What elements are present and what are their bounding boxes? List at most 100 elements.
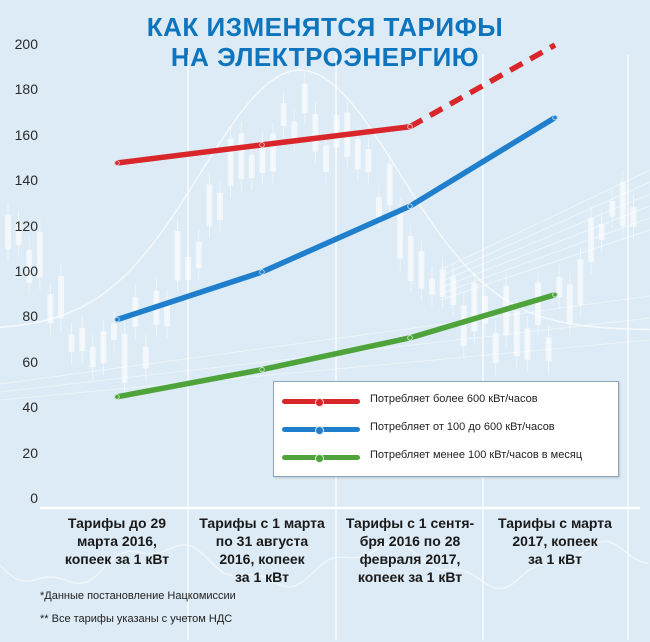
data-point	[407, 124, 413, 130]
bg-candle-body	[79, 327, 86, 352]
bg-candle-body	[238, 133, 245, 180]
legend-item-100-600: Потребляет от 100 до 600 кВт/часов	[274, 414, 618, 444]
bg-candle-body	[365, 148, 372, 173]
bg-candle-body	[312, 114, 319, 152]
data-point	[259, 366, 265, 373]
data-point	[407, 335, 413, 341]
data-point	[114, 316, 120, 323]
data-point	[259, 142, 265, 148]
y-tick-label: 160	[14, 126, 38, 143]
bg-candle-body	[36, 231, 43, 278]
data-point	[114, 160, 120, 166]
bg-fan-line	[439, 217, 650, 295]
bg-candle-body	[439, 269, 446, 297]
x-category-label: Тарифы с 1 марта по 31 августа 2016, копее…	[199, 515, 325, 585]
chart-title-line-1: КАК ИЗМЕНЯТСЯ ТАРИФЫ	[146, 12, 504, 42]
legend-marker	[315, 454, 324, 463]
bg-trend-line	[0, 339, 650, 401]
bg-candle-body	[407, 236, 414, 282]
bg-candle-body	[68, 334, 75, 353]
legend-label: Потребляет от 100 до 600 кВт/часов	[370, 421, 555, 433]
bg-candle-body	[354, 139, 361, 170]
bg-trend-line	[0, 295, 650, 385]
x-category-label: Тарифы с 1 сентя-бря 2016 по 28 февраля 2…	[345, 515, 475, 585]
bg-candle-body	[598, 223, 605, 241]
bg-candle-body	[609, 200, 616, 217]
bg-candle-body	[206, 184, 213, 227]
bg-candle-body	[111, 323, 117, 341]
bg-candle-body	[47, 294, 54, 324]
bg-fan-line	[439, 193, 650, 283]
legend-marker	[315, 398, 324, 407]
data-point	[114, 394, 120, 400]
bg-candle-body	[566, 284, 573, 324]
bg-candle-body	[460, 305, 467, 347]
bg-candle-body	[376, 197, 382, 217]
footnote-source: *Данные постановление Нацкомиссии	[40, 590, 236, 602]
bg-candle-body	[535, 282, 541, 326]
bg-candle-body	[100, 331, 107, 364]
bg-candle-body	[471, 282, 478, 332]
legend-label: Потребляет более 600 кВт/часов	[370, 393, 538, 405]
bg-candle-body	[397, 209, 404, 259]
bg-candle-body	[429, 278, 435, 295]
bg-wave	[0, 69, 650, 331]
bg-candle-body	[386, 163, 393, 206]
bg-candle-body	[619, 181, 626, 226]
legend-label: Потребляет менее 100 кВт/часов в месяц	[370, 449, 583, 461]
y-tick-label: 80	[22, 308, 38, 325]
y-tick-label: 100	[14, 263, 38, 279]
bg-candle-body	[524, 328, 531, 360]
bg-candle-body	[301, 83, 308, 113]
bg-candle-body	[142, 346, 149, 369]
bg-candle-body	[248, 154, 255, 179]
legend-item-under-100: Потребляет менее 100 кВт/часов в месяц	[274, 442, 618, 472]
bg-candle-body	[577, 259, 584, 305]
chart-title-line-2: НА ЭЛЕКТРОЭНЕРГИЮ	[170, 42, 480, 72]
series-line	[114, 291, 558, 400]
bg-candle-body	[121, 333, 128, 383]
bg-candle-body	[556, 276, 563, 298]
series-line	[114, 114, 558, 323]
bg-candle-body	[5, 214, 11, 250]
x-category-label: Тарифы до 29 марта 2016, копеек за 1 кВт	[64, 515, 170, 567]
y-tick-label: 180	[14, 81, 38, 98]
bg-fan-line	[439, 169, 650, 271]
bg-candle-body	[195, 241, 202, 269]
data-point	[552, 114, 558, 121]
bg-candle-body	[450, 276, 457, 306]
y-tick-label: 20	[22, 444, 38, 461]
bg-candle-body	[164, 301, 170, 327]
bg-fan-line	[439, 181, 650, 277]
bg-fan-line	[439, 229, 650, 301]
legend-marker	[315, 426, 324, 435]
bg-candle-body	[227, 138, 234, 187]
bg-candle-body	[174, 231, 181, 281]
bg-candle-body	[323, 145, 329, 172]
bg-candle-body	[630, 206, 637, 227]
y-tick-label: 0	[30, 490, 38, 506]
y-tick-label: 200	[14, 36, 38, 52]
bg-candle-body	[259, 143, 266, 173]
bg-candle-body	[280, 103, 287, 126]
y-tick-label: 60	[22, 353, 38, 370]
y-tick-label: 40	[22, 399, 38, 416]
bg-candle-body	[26, 249, 33, 283]
bg-candle-body	[482, 296, 488, 324]
y-tick-label: 140	[14, 172, 38, 189]
bg-candle-body	[270, 133, 276, 172]
bg-candle-body	[89, 346, 96, 368]
bg-candle-body	[291, 121, 298, 140]
bg-candle-body	[418, 251, 425, 289]
series-line	[114, 123, 413, 166]
data-point	[407, 203, 413, 209]
data-point	[552, 292, 558, 298]
bg-fan-line	[439, 205, 650, 289]
footnote-vat: ** Все тарифы указаны с учетом НДС	[40, 613, 233, 625]
bg-candle-body	[492, 332, 499, 364]
bg-candle-body	[15, 221, 22, 246]
data-point	[259, 269, 265, 275]
bg-bottom-wave	[0, 540, 649, 590]
